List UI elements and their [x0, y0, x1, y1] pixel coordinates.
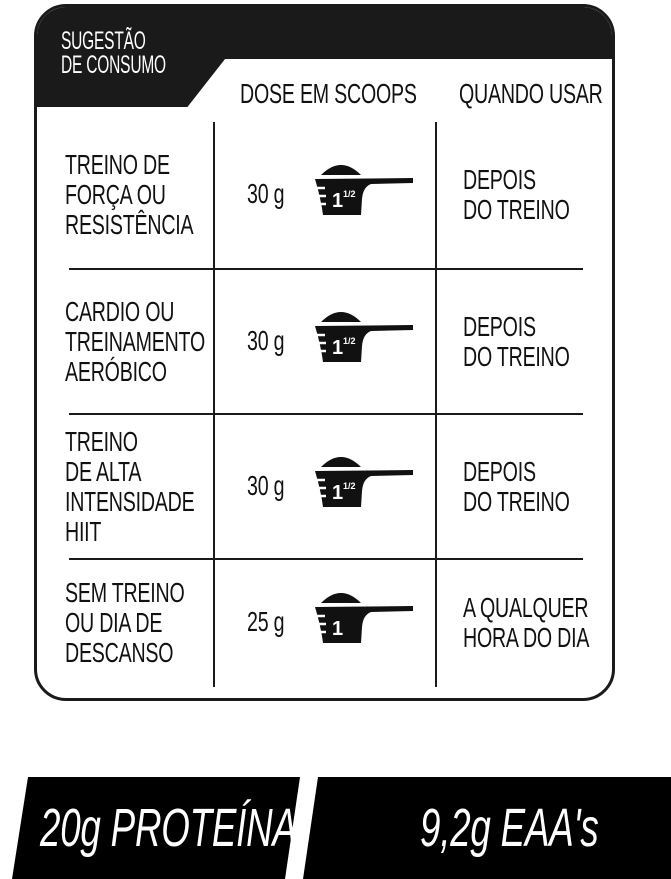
svg-text:1: 1 — [332, 482, 343, 504]
svg-text:1: 1 — [332, 618, 343, 640]
dose-amount: 25 g — [247, 606, 285, 637]
row-divider — [69, 558, 583, 560]
card-title: SUGESTÃO DE CONSUMO — [61, 27, 166, 79]
when-to-use: DEPOIS DO TREINO — [463, 455, 570, 517]
protein-claim: 20g PROTEÍNA — [40, 798, 297, 858]
eaa-claim: 9,2g EAA's — [420, 798, 599, 858]
training-type: TREINO DE FORÇA OU RESISTÊNCIA — [65, 149, 194, 240]
svg-text:1: 1 — [332, 337, 343, 359]
training-type: SEM TREINO OU DIA DE DESCANSO — [65, 577, 185, 668]
dose-amount: 30 g — [247, 324, 285, 356]
svg-text:1/2: 1/2 — [343, 336, 356, 346]
training-type: CARDIO OU TREINAMENTO AERÓBICO — [65, 295, 205, 387]
scoop-icon: 1 — [315, 593, 413, 643]
column-divider — [213, 122, 215, 687]
column-divider — [435, 122, 437, 687]
row-divider — [69, 413, 583, 415]
when-to-use: DEPOIS DO TREINO — [463, 164, 570, 225]
banner-background — [12, 777, 671, 879]
header-dose: DOSE EM SCOOPS — [240, 78, 417, 109]
header-band — [37, 7, 612, 107]
dose-amount: 30 g — [247, 178, 285, 209]
scoop-icon: 1 1/2 — [315, 165, 413, 215]
svg-text:1/2: 1/2 — [343, 189, 356, 199]
dose-amount: 30 g — [247, 469, 285, 501]
row-divider — [69, 268, 583, 270]
training-type: TREINO DE ALTA INTENSIDADE HIIT — [65, 425, 195, 547]
scoop-icon: 1 1/2 — [315, 311, 413, 362]
consumption-suggestion-card: SUGESTÃO DE CONSUMO DOSE EM SCOOPS QUANDO… — [34, 4, 615, 701]
svg-text:1/2: 1/2 — [343, 481, 356, 491]
when-to-use: DEPOIS DO TREINO — [463, 310, 570, 372]
scoop-icon: 1 1/2 — [315, 456, 413, 507]
header-when: QUANDO USAR — [459, 78, 603, 109]
when-to-use: A QUALQUER HORA DO DIA — [463, 592, 590, 653]
svg-text:1: 1 — [332, 190, 343, 212]
